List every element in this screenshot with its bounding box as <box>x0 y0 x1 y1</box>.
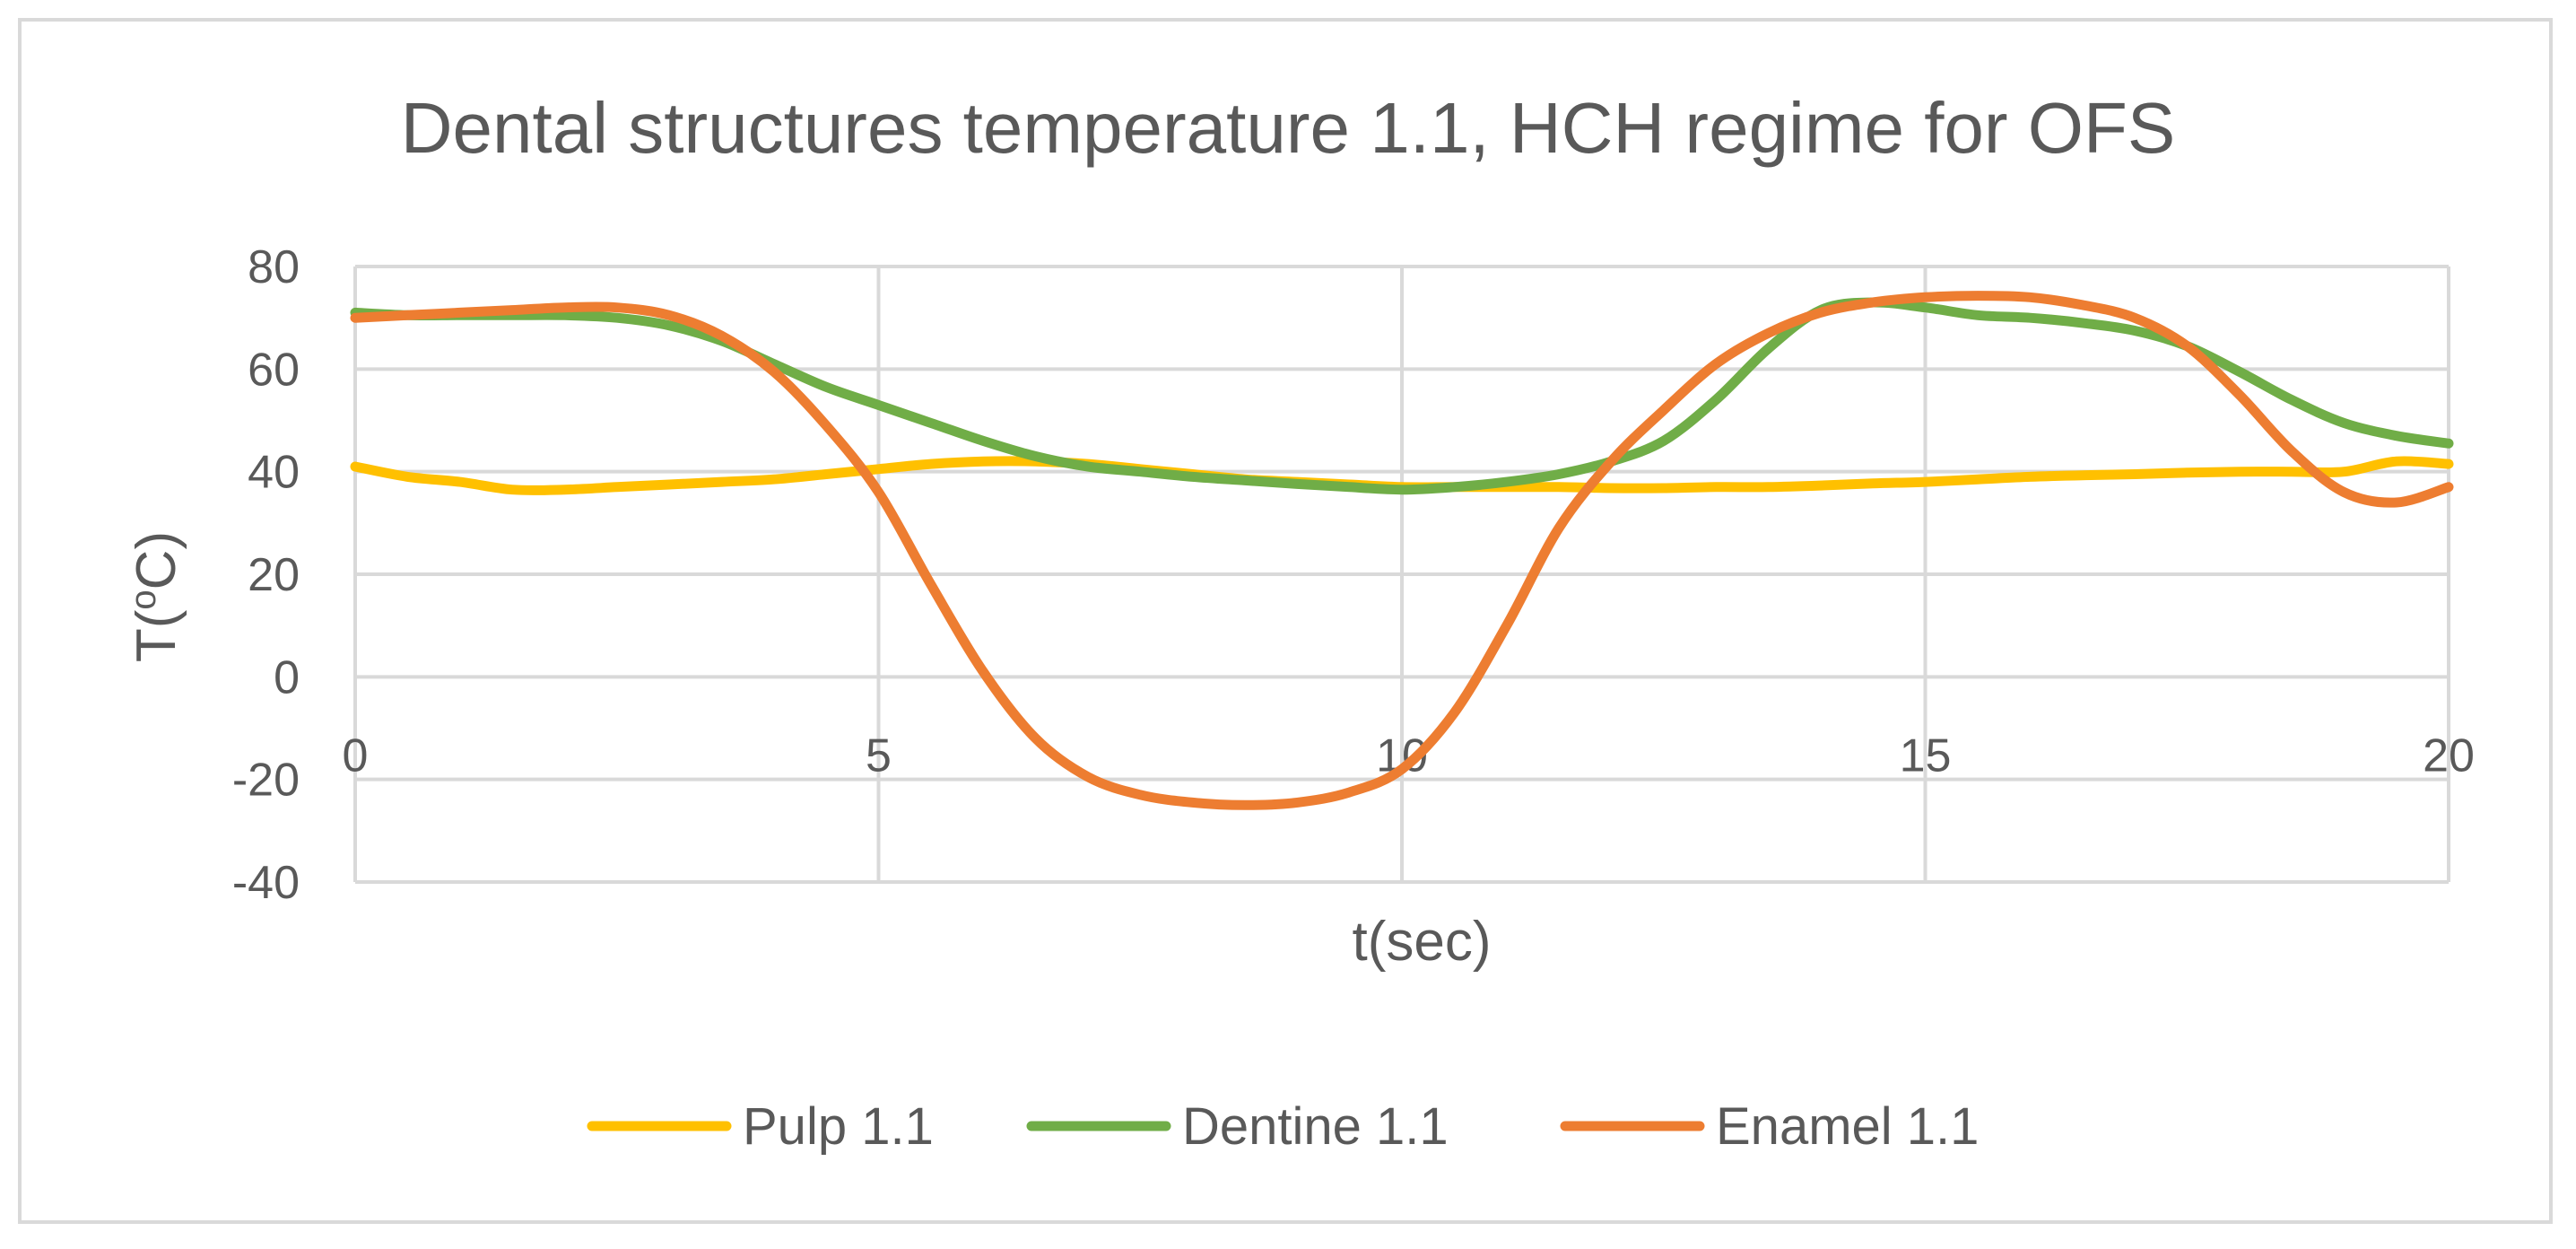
y-tick-label: 20 <box>248 549 300 601</box>
x-axis-ticks: 0 5 10 15 20 <box>343 729 2475 782</box>
chart-frame <box>18 18 2553 1224</box>
y-tick-label: 80 <box>248 241 300 293</box>
legend-label: Enamel 1.1 <box>1716 1097 1979 1156</box>
legend-label: Pulp 1.1 <box>743 1097 934 1156</box>
gridlines <box>353 265 2450 884</box>
legend-item-pulp-1-1: Pulp 1.1 <box>587 1097 934 1156</box>
x-tick-label: 5 <box>866 729 892 782</box>
y-axis-label: T(oC) <box>124 531 187 662</box>
x-tick-label: 20 <box>2423 729 2475 782</box>
x-tick-label: 0 <box>343 729 369 782</box>
y-axis-label-tail: C) <box>126 531 187 590</box>
chart-title: Dental structures temperature 1.1, HCH r… <box>401 88 2175 168</box>
series-lines <box>350 291 2454 810</box>
series-line-enamel-1-1 <box>350 291 2454 810</box>
y-tick-label: 40 <box>248 447 300 499</box>
x-axis-label: t(sec) <box>1353 911 1492 973</box>
legend-item-enamel-1-1: Enamel 1.1 <box>1560 1097 1979 1156</box>
legend: Pulp 1.1 Dentine 1.1 Enamel 1.1 <box>587 1097 1979 1156</box>
y-tick-label: -40 <box>232 857 300 909</box>
legend-label: Dentine 1.1 <box>1182 1097 1449 1156</box>
y-axis-label-main: T( <box>126 609 187 662</box>
y-tick-label: -20 <box>232 755 300 807</box>
y-axis-label-superscript: o <box>124 590 163 609</box>
y-tick-label: 60 <box>248 344 300 396</box>
y-tick-label: 0 <box>274 651 300 703</box>
x-tick-label: 15 <box>1900 729 1952 782</box>
legend-item-dentine-1-1: Dentine 1.1 <box>1026 1097 1449 1156</box>
series-line-dentine-1-1 <box>350 297 2454 495</box>
y-axis-ticks: 80 60 40 20 0 -20 -40 <box>232 241 300 909</box>
